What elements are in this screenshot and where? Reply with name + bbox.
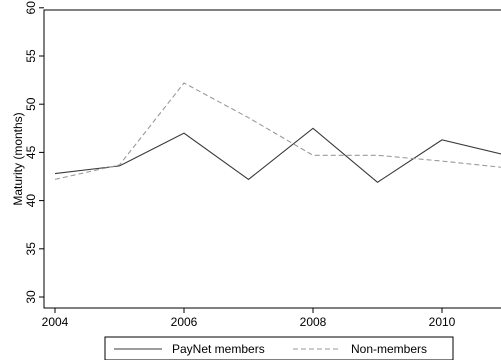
y-tick-label: 35: [24, 242, 38, 256]
x-tick-label: 2010: [429, 315, 456, 329]
legend-label: PayNet members: [172, 342, 265, 356]
y-tick-label: 40: [24, 194, 38, 208]
x-axis: 2004 2006 2008 2010: [42, 308, 456, 329]
legend-box: [104, 336, 454, 360]
series-line-paynet-members: [54, 127, 501, 183]
y-axis: 30 35 40 45 50 55 60: [24, 1, 44, 304]
plot-frame: [43, 9, 501, 309]
series-line-non-members: [54, 82, 501, 180]
x-tick-label: 2008: [300, 315, 327, 329]
series-layer: [54, 82, 501, 183]
y-tick-label: 55: [24, 49, 38, 63]
y-axis-title: Maturity (months): [11, 112, 25, 205]
y-tick-label: 30: [24, 290, 38, 304]
legend-label: Non-members: [351, 342, 427, 356]
legend: PayNet members Non-members: [104, 336, 454, 360]
y-tick-label: 60: [24, 1, 38, 15]
x-tick-label: 2006: [171, 315, 198, 329]
y-tick-label: 45: [24, 145, 38, 159]
y-tick-label: 50: [24, 97, 38, 111]
x-tick-label: 2004: [42, 315, 69, 329]
